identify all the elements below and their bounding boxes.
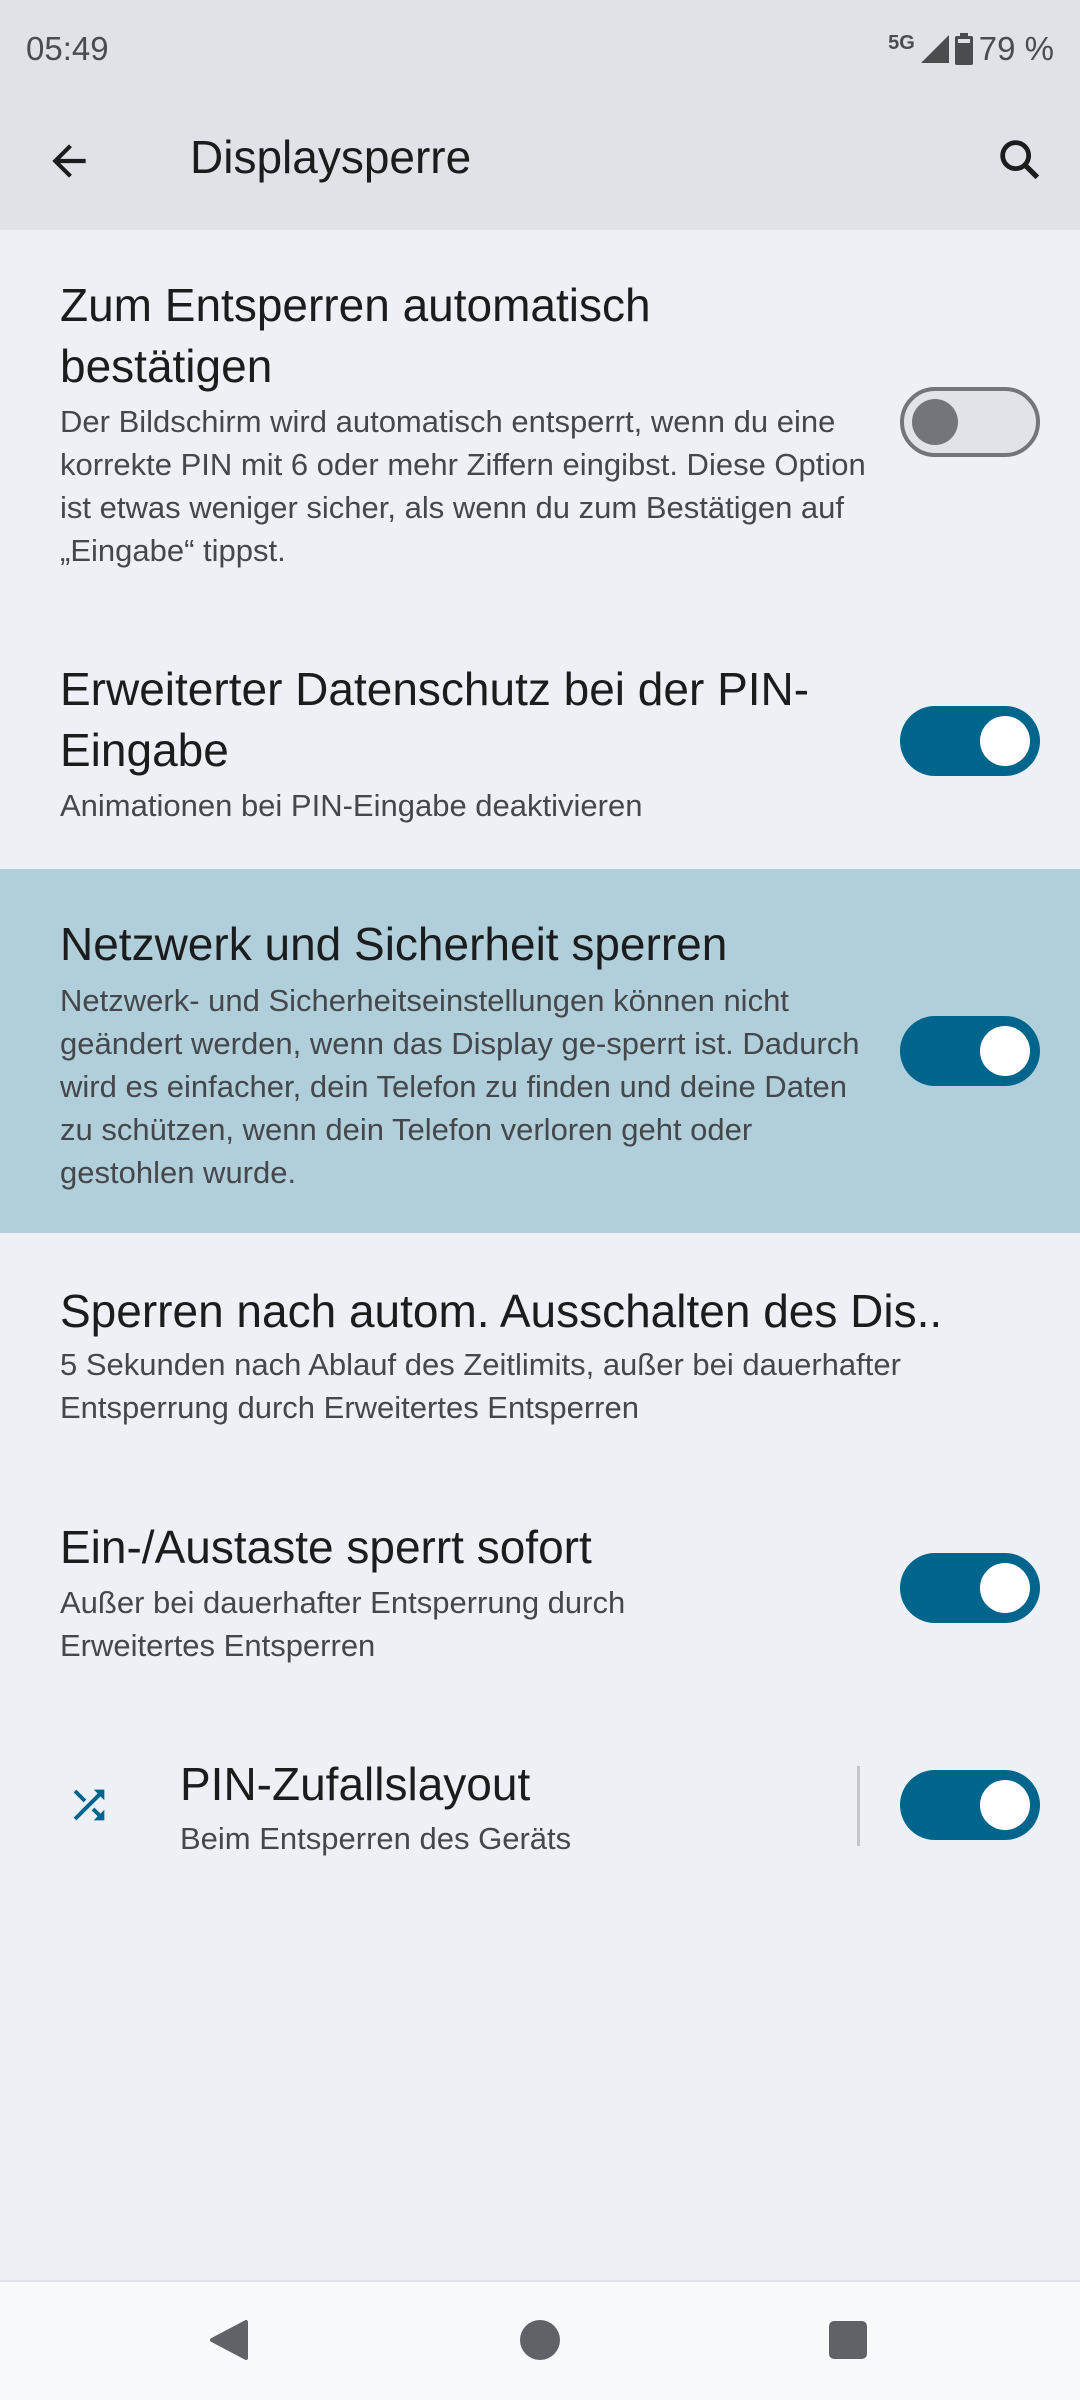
toggle-switch[interactable] bbox=[900, 1770, 1040, 1840]
setting-summary: Der Bildschirm wird automatisch entsperr… bbox=[60, 404, 866, 568]
divider bbox=[857, 1766, 860, 1846]
top-app-bar: 05:49 5G 79 % Displaysperre bbox=[0, 0, 1080, 230]
nav-back-icon[interactable] bbox=[208, 2318, 252, 2362]
nav-recents-icon[interactable] bbox=[828, 2320, 868, 2360]
status-icons: 5G 79 % bbox=[888, 30, 1054, 68]
page-title: Displaysperre bbox=[190, 131, 472, 183]
setting-title: Sperren nach autom. Ausschalten des Dis.… bbox=[60, 1285, 943, 1337]
battery-icon bbox=[954, 33, 973, 65]
setting-summary: Netzwerk- und Sicherheitseinstellungen k… bbox=[60, 983, 860, 1190]
setting-title: Netzwerk und Sicherheit sperren bbox=[60, 918, 728, 970]
toggle-switch[interactable] bbox=[900, 706, 1040, 776]
toggle-switch[interactable] bbox=[900, 1016, 1040, 1086]
setting-summary: Animationen bei PIN-Eingabe deaktivieren bbox=[60, 788, 643, 823]
setting-summary: Außer bei dauerhafter Entsperrung durch … bbox=[60, 1585, 626, 1663]
search-icon[interactable] bbox=[994, 134, 1046, 186]
navigation-bar bbox=[0, 2280, 1080, 2400]
nav-home-icon[interactable] bbox=[518, 2318, 562, 2362]
network-type: 5G bbox=[888, 32, 915, 54]
toggle-knob bbox=[980, 1563, 1030, 1613]
toggle-switch[interactable] bbox=[900, 1553, 1040, 1623]
toggle-knob bbox=[980, 1026, 1030, 1076]
setting-title: PIN-Zufallslayout bbox=[180, 1758, 531, 1810]
shuffle-icon bbox=[73, 1789, 105, 1821]
toggle-knob bbox=[980, 716, 1030, 766]
signal-icon bbox=[920, 35, 949, 63]
setting-summary: Beim Entsperren des Geräts bbox=[180, 1821, 572, 1856]
battery-percent: 79 % bbox=[978, 30, 1054, 67]
setting-title: Erweiterter Datenschutz bei der PIN-Eing… bbox=[60, 663, 810, 776]
status-time: 05:49 bbox=[26, 30, 109, 67]
toggle-knob bbox=[912, 399, 958, 445]
arrow-back-icon[interactable] bbox=[44, 136, 94, 186]
setting-title: Ein-/Austaste sperrt sofort bbox=[60, 1521, 592, 1573]
toggle-switch[interactable] bbox=[900, 387, 1040, 457]
setting-title: Zum Entsperren automatisch bestätigen bbox=[60, 279, 651, 392]
setting-summary: 5 Sekunden nach Ablauf des Zeitlimits, a… bbox=[60, 1347, 901, 1425]
toggle-knob bbox=[980, 1780, 1030, 1830]
